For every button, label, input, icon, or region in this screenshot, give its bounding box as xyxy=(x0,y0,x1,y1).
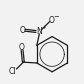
Text: O: O xyxy=(49,16,55,25)
Text: −: − xyxy=(53,14,59,20)
Text: +: + xyxy=(42,25,46,30)
Text: O: O xyxy=(19,43,25,52)
Text: O: O xyxy=(19,26,25,35)
Text: N: N xyxy=(36,27,42,36)
Text: Cl: Cl xyxy=(9,67,17,76)
